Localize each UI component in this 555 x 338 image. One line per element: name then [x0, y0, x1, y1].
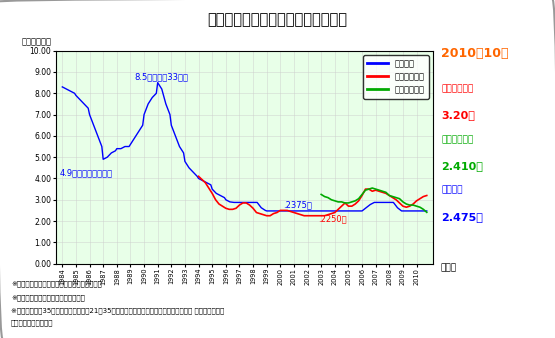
Text: 民間金融機関の住宅ローン金利推移: 民間金融機関の住宅ローン金利推移	[208, 12, 347, 27]
Text: 4.9％（昭和６２年）: 4.9％（昭和６２年）	[59, 168, 113, 177]
Text: ※主要都市銀行における金利を掲載。: ※主要都市銀行における金利を掲載。	[11, 294, 85, 301]
Legend: 変動金利, ３年固定金利, フラット３５: 変動金利, ３年固定金利, フラット３５	[363, 55, 428, 99]
Text: ３年固定金利: ３年固定金利	[441, 84, 473, 93]
Text: （年率・％）: （年率・％）	[22, 38, 52, 46]
Text: ※住宅金融支援機構公表のデータを元に編集。: ※住宅金融支援機構公表のデータを元に編集。	[11, 281, 102, 287]
Text: 2010年10月: 2010年10月	[441, 47, 509, 61]
Text: 最も多いものを表示。: 最も多いものを表示。	[11, 319, 54, 326]
Text: .2250％: .2250％	[319, 215, 347, 223]
Text: （年）: （年）	[440, 263, 456, 272]
Text: ※最新のフラツ35の金利は、返済期間21～35年タイプの金利の内、取り扜い金融機関が 提供する金利で: ※最新のフラツ35の金利は、返済期間21～35年タイプの金利の内、取り扜い金融機…	[11, 308, 224, 314]
Text: 変動金利: 変動金利	[441, 186, 463, 195]
Text: フラット３５: フラット３５	[441, 135, 473, 144]
Text: 2.475％: 2.475％	[441, 212, 483, 222]
Text: .2375％: .2375％	[283, 200, 312, 209]
Text: 8.5％（平成33年）: 8.5％（平成33年）	[134, 72, 189, 81]
Text: 2.410％: 2.410％	[441, 161, 483, 171]
Text: 3.20％: 3.20％	[441, 110, 475, 120]
